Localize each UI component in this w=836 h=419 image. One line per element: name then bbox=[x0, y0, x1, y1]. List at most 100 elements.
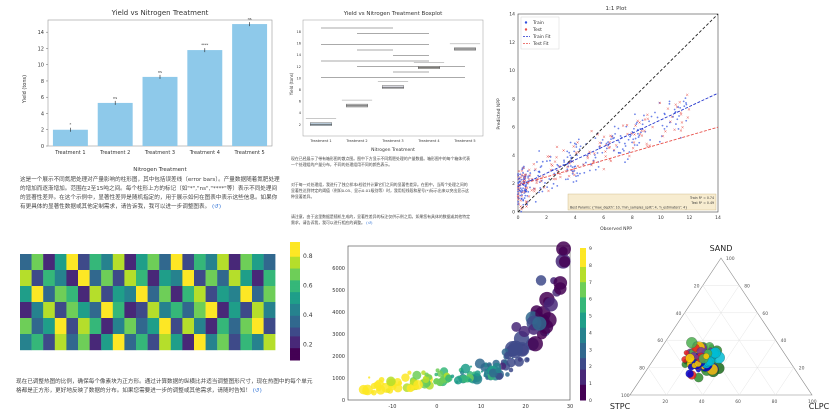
bubble-colorbar-segment bbox=[580, 381, 586, 386]
heatmap-cell bbox=[263, 286, 276, 303]
heatmap-colorbar-segment bbox=[290, 283, 300, 287]
reload-link-3[interactable]: (↺) bbox=[252, 388, 262, 394]
test-point bbox=[604, 155, 607, 158]
heatmap-colorbar-segment bbox=[290, 342, 300, 346]
train-point bbox=[525, 190, 527, 193]
heatmap-cell bbox=[78, 270, 90, 287]
train-point bbox=[629, 135, 631, 138]
ternary-grid bbox=[666, 285, 740, 396]
train-point bbox=[529, 172, 532, 174]
heatmap-colorbar-segment bbox=[290, 306, 300, 311]
train-point bbox=[575, 180, 578, 182]
heatmap-colorbar-segment bbox=[290, 274, 300, 278]
train-point bbox=[685, 103, 688, 106]
heatmap-colorbar-segment bbox=[290, 298, 300, 302]
heatmap-cell bbox=[66, 286, 79, 303]
heatmap-cell bbox=[31, 254, 44, 271]
bubble-colorbar-segment bbox=[580, 384, 586, 390]
bubble-colorbar-segment bbox=[580, 335, 586, 340]
bubble-colorbar-segment bbox=[580, 362, 586, 367]
boxplot-ytick-label: 10 bbox=[297, 76, 301, 80]
train-point bbox=[617, 127, 620, 130]
bar-ytick-label: 14 bbox=[38, 30, 44, 36]
bubble-colorbar-segment bbox=[580, 343, 586, 348]
heatmap-cell bbox=[147, 318, 160, 335]
heatmap-cell bbox=[252, 318, 264, 335]
ternary-grid bbox=[702, 285, 776, 396]
test-point bbox=[576, 141, 579, 144]
heatmap-cell bbox=[112, 318, 125, 335]
bar-ytick-label: 0 bbox=[41, 144, 44, 150]
train-point bbox=[663, 113, 666, 116]
heatmap-cell bbox=[54, 286, 67, 303]
boxplot-xlabel: Nitrogen Treatment bbox=[371, 147, 415, 153]
heatmap-cell bbox=[194, 254, 206, 271]
heatmap-colorbar-segment bbox=[290, 357, 300, 361]
bubble-point bbox=[434, 372, 438, 377]
heatmap-cell bbox=[43, 334, 55, 351]
box bbox=[381, 85, 404, 89]
train-point bbox=[539, 187, 542, 189]
bar-ytick-label: 12 bbox=[38, 46, 44, 52]
train-point bbox=[556, 163, 559, 166]
train-point bbox=[567, 178, 569, 181]
bubble-point bbox=[532, 316, 547, 331]
heatmap-cell bbox=[147, 302, 160, 319]
train-point bbox=[522, 198, 525, 201]
paragraph-boxplot-1: 现在已经展示了带有箱形图的散点图。图中下方显示不同氮肥处理的产量数据。箱形图中的… bbox=[291, 156, 471, 168]
bubble-colorbar-segment bbox=[580, 327, 586, 333]
train-point bbox=[597, 166, 600, 168]
train-point bbox=[523, 197, 526, 199]
test-point bbox=[535, 179, 539, 183]
train-point bbox=[576, 154, 578, 157]
train-point bbox=[551, 187, 553, 190]
significance-label: ns bbox=[248, 17, 252, 21]
bubble-colorbar-segment bbox=[580, 365, 586, 371]
test-point bbox=[519, 199, 523, 202]
stats-text: Test R² = 0.49 bbox=[690, 201, 714, 205]
train-point bbox=[572, 181, 575, 183]
bubble-point bbox=[488, 368, 498, 378]
heatmap-cell bbox=[112, 334, 125, 351]
heatmap-cell bbox=[31, 286, 44, 303]
heatmap-cell bbox=[43, 254, 55, 271]
heatmap-colorbar-segment bbox=[290, 250, 300, 255]
train-point bbox=[517, 200, 520, 203]
train-point bbox=[658, 140, 661, 143]
test-point bbox=[519, 181, 523, 184]
test-point bbox=[555, 156, 558, 159]
ternary-point bbox=[694, 354, 699, 360]
heatmap-colorbar-segment bbox=[290, 345, 300, 349]
heatmap-cell bbox=[159, 270, 171, 287]
test-point bbox=[614, 144, 618, 147]
test-point bbox=[628, 154, 631, 158]
test-point bbox=[638, 121, 641, 124]
test-point bbox=[602, 167, 606, 171]
oneone-ytick-label: 4 bbox=[512, 153, 515, 159]
boxplot-category-label: Treatment 2 bbox=[345, 139, 367, 143]
oneone-xtick-label: 6 bbox=[602, 215, 605, 221]
test-point bbox=[576, 164, 580, 168]
boxplot-category-label: Treatment 3 bbox=[381, 139, 403, 143]
bubble-point bbox=[506, 357, 516, 368]
test-point bbox=[680, 121, 684, 124]
train-point bbox=[601, 138, 604, 141]
oneone-xtick-label: 0 bbox=[517, 215, 520, 221]
heatmap-cell bbox=[217, 270, 229, 287]
train-point bbox=[525, 184, 527, 186]
oneone-xtick-label: 10 bbox=[658, 215, 664, 221]
heatmap-cell bbox=[20, 270, 32, 287]
heatmap-cell bbox=[147, 334, 160, 351]
heatmap-colorbar-segment bbox=[290, 247, 300, 252]
reload-link-2[interactable]: (↺) bbox=[366, 220, 373, 226]
bar-category-label: Treatment 5 bbox=[233, 150, 264, 156]
bar-chart-ylabel: Yield (tons) bbox=[22, 75, 28, 104]
heatmap-cell bbox=[136, 286, 148, 303]
test-point bbox=[549, 168, 553, 172]
heatmap-cell bbox=[20, 286, 32, 303]
train-point bbox=[637, 136, 640, 138]
test-point bbox=[548, 155, 551, 158]
reload-link[interactable]: (↺) bbox=[211, 204, 222, 210]
bubble-colorbar-segment bbox=[580, 270, 586, 276]
ternary-frame bbox=[629, 257, 813, 396]
